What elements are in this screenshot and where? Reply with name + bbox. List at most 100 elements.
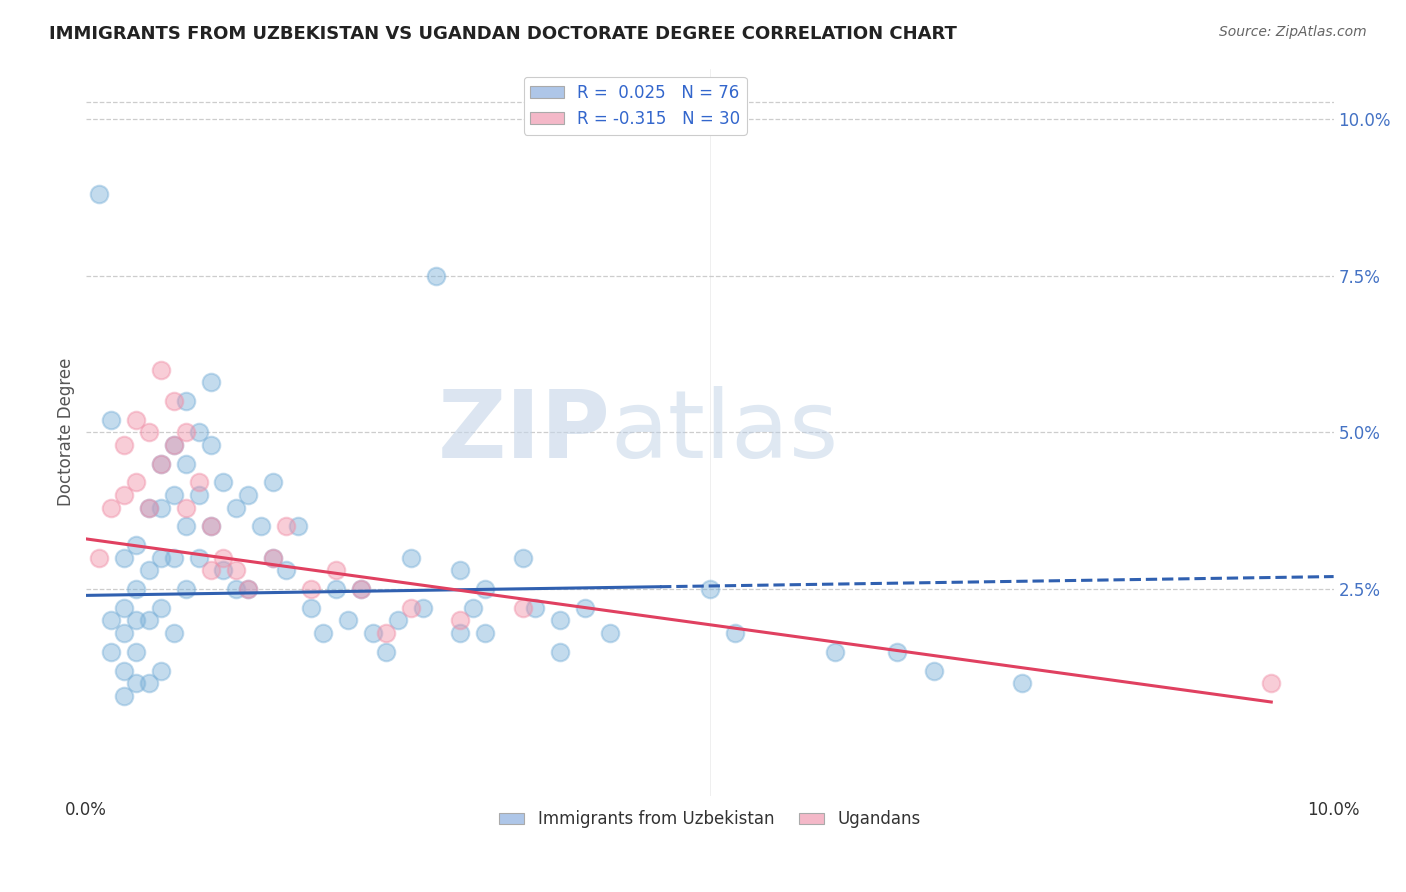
Point	[524, 601, 547, 615]
Point	[112, 550, 135, 565]
Point	[225, 500, 247, 515]
Point	[399, 550, 422, 565]
Point	[1011, 676, 1033, 690]
Point	[548, 614, 571, 628]
Point	[374, 626, 396, 640]
Point	[138, 676, 160, 690]
Point	[450, 626, 472, 640]
Point	[112, 438, 135, 452]
Point	[699, 582, 721, 596]
Point	[387, 614, 409, 628]
Point	[337, 614, 360, 628]
Point	[174, 500, 197, 515]
Point	[274, 563, 297, 577]
Point	[125, 645, 148, 659]
Point	[450, 614, 472, 628]
Point	[125, 475, 148, 490]
Point	[138, 500, 160, 515]
Point	[187, 425, 209, 440]
Point	[162, 438, 184, 452]
Point	[299, 582, 322, 596]
Point	[299, 601, 322, 615]
Point	[174, 457, 197, 471]
Point	[350, 582, 373, 596]
Point	[374, 645, 396, 659]
Point	[325, 582, 347, 596]
Point	[287, 519, 309, 533]
Point	[174, 582, 197, 596]
Point	[138, 425, 160, 440]
Point	[100, 645, 122, 659]
Text: Source: ZipAtlas.com: Source: ZipAtlas.com	[1219, 25, 1367, 39]
Point	[574, 601, 596, 615]
Point	[174, 519, 197, 533]
Point	[200, 519, 222, 533]
Point	[262, 550, 284, 565]
Point	[225, 582, 247, 596]
Point	[200, 438, 222, 452]
Point	[87, 550, 110, 565]
Point	[150, 601, 173, 615]
Point	[212, 563, 235, 577]
Point	[125, 582, 148, 596]
Point	[162, 488, 184, 502]
Point	[150, 550, 173, 565]
Point	[548, 645, 571, 659]
Point	[112, 488, 135, 502]
Point	[162, 550, 184, 565]
Point	[250, 519, 273, 533]
Point	[512, 550, 534, 565]
Point	[412, 601, 434, 615]
Point	[461, 601, 484, 615]
Text: IMMIGRANTS FROM UZBEKISTAN VS UGANDAN DOCTORATE DEGREE CORRELATION CHART: IMMIGRANTS FROM UZBEKISTAN VS UGANDAN DO…	[49, 25, 957, 43]
Point	[150, 362, 173, 376]
Point	[262, 475, 284, 490]
Point	[599, 626, 621, 640]
Point	[399, 601, 422, 615]
Point	[200, 375, 222, 389]
Point	[150, 457, 173, 471]
Point	[125, 538, 148, 552]
Point	[112, 689, 135, 703]
Point	[512, 601, 534, 615]
Y-axis label: Doctorate Degree: Doctorate Degree	[58, 358, 75, 507]
Point	[724, 626, 747, 640]
Point	[125, 614, 148, 628]
Point	[87, 186, 110, 201]
Text: atlas: atlas	[610, 386, 838, 478]
Point	[125, 413, 148, 427]
Point	[1260, 676, 1282, 690]
Point	[100, 614, 122, 628]
Point	[238, 582, 260, 596]
Point	[150, 457, 173, 471]
Point	[474, 582, 496, 596]
Point	[162, 438, 184, 452]
Point	[162, 626, 184, 640]
Point	[112, 626, 135, 640]
Point	[200, 563, 222, 577]
Point	[212, 475, 235, 490]
Point	[262, 550, 284, 565]
Point	[238, 488, 260, 502]
Text: ZIP: ZIP	[437, 386, 610, 478]
Point	[212, 550, 235, 565]
Point	[312, 626, 335, 640]
Point	[162, 393, 184, 408]
Point	[112, 601, 135, 615]
Point	[100, 500, 122, 515]
Point	[824, 645, 846, 659]
Point	[361, 626, 384, 640]
Point	[425, 268, 447, 283]
Point	[450, 563, 472, 577]
Point	[174, 393, 197, 408]
Point	[138, 563, 160, 577]
Point	[100, 413, 122, 427]
Point	[112, 664, 135, 678]
Point	[886, 645, 908, 659]
Point	[325, 563, 347, 577]
Point	[174, 425, 197, 440]
Point	[274, 519, 297, 533]
Point	[187, 550, 209, 565]
Point	[238, 582, 260, 596]
Point	[225, 563, 247, 577]
